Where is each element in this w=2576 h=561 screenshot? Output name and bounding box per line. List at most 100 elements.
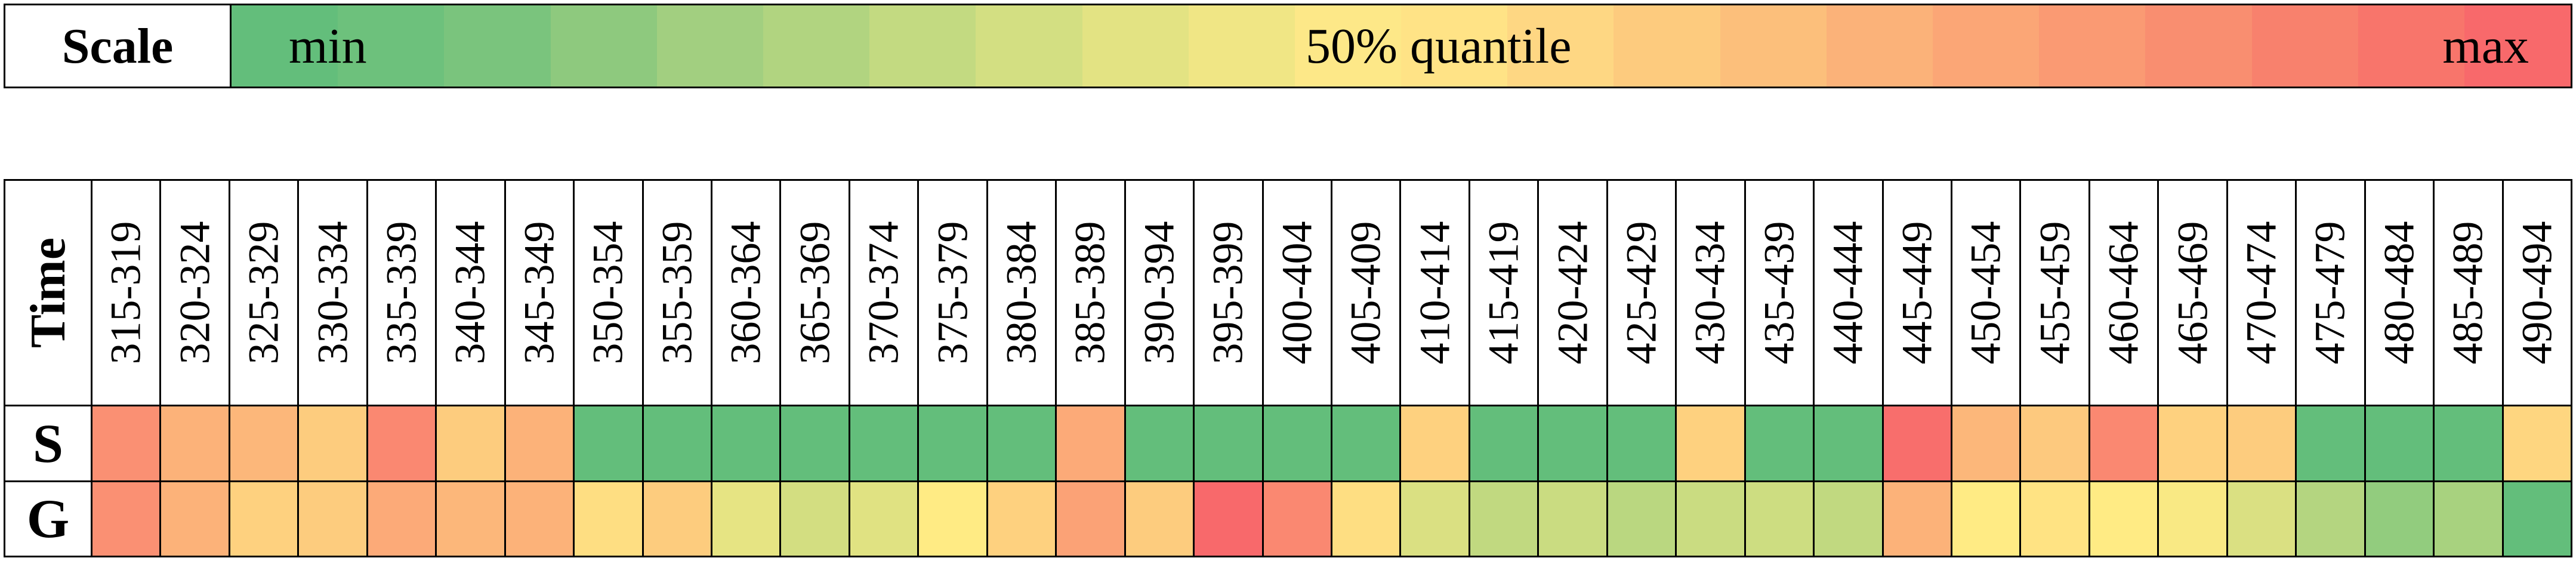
- heatmap-cell: [919, 406, 986, 480]
- x-tick-label-text: 395-399: [1204, 221, 1252, 365]
- x-tick-label: 355-359: [643, 181, 711, 405]
- heatmap-cell: [1470, 406, 1538, 480]
- x-tick-label-text: 470-474: [2237, 221, 2285, 365]
- x-tick-label: 485-489: [2435, 181, 2502, 405]
- x-tick-label: 375-379: [919, 181, 986, 405]
- heatmap-cell: [781, 482, 849, 556]
- x-tick-label-text: 325-329: [239, 221, 288, 365]
- heatmap-cell: [712, 482, 780, 556]
- heatmap-cell: [1608, 406, 1676, 480]
- x-tick-label-text: 455-459: [2031, 221, 2079, 365]
- x-tick-label: 410-414: [1401, 181, 1469, 405]
- series-label-g: G: [5, 482, 91, 556]
- heatmap-cell: [1539, 482, 1606, 556]
- x-tick-label-text: 405-409: [1341, 221, 1390, 365]
- scale-swatch-19: [2145, 5, 2252, 87]
- x-tick-label: 330-334: [299, 181, 366, 405]
- heatmap-cell: [712, 406, 780, 480]
- scale-swatch-8: [976, 5, 1082, 87]
- x-tick-label-text: 425-429: [1617, 221, 1665, 365]
- heatmap-cell: [1677, 406, 1744, 480]
- heatmap-cell: [643, 482, 711, 556]
- x-tick-label-text: 480-484: [2375, 221, 2423, 365]
- heatmap-cell: [161, 482, 229, 556]
- heatmap-cell: [2365, 482, 2433, 556]
- heatmap-cell: [643, 406, 711, 480]
- x-tick-label-text: 435-439: [1755, 221, 1803, 365]
- heatmap-cell: [2159, 406, 2226, 480]
- heatmap-cell: [1263, 482, 1331, 556]
- heatmap-cell: [1539, 406, 1606, 480]
- x-tick-label: 400-404: [1263, 181, 1331, 405]
- scale-label: Scale: [5, 5, 232, 87]
- heatmap-cell: [92, 482, 160, 556]
- heatmap-cell: [1677, 482, 1744, 556]
- time-axis-title-text: Time: [20, 237, 76, 349]
- heatmap-cell: [1263, 406, 1331, 480]
- x-tick-label-text: 450-454: [1961, 221, 2010, 365]
- heatmap-cell: [505, 406, 573, 480]
- heatmap-cell: [1815, 406, 1882, 480]
- heatmap-cell: [1057, 406, 1124, 480]
- heatmap-cell: [919, 482, 986, 556]
- heatmap-cell: [1608, 482, 1676, 556]
- x-tick-label-text: 355-359: [653, 221, 701, 365]
- x-tick-label-text: 415-419: [1479, 221, 1528, 365]
- heatmap-cell: [2228, 482, 2296, 556]
- heatmap-cell: [988, 482, 1056, 556]
- scale-swatch-1: [232, 5, 338, 87]
- x-tick-label-text: 340-344: [446, 221, 494, 365]
- x-tick-label: 405-409: [1332, 181, 1400, 405]
- time-axis-title: Time: [5, 181, 91, 405]
- scale-swatch-11: [1294, 5, 1402, 87]
- x-tick-label-text: 370-374: [859, 221, 908, 365]
- scale-swatch-4: [550, 5, 657, 87]
- x-tick-label: 465-469: [2159, 181, 2226, 405]
- heatmap-cell: [2435, 482, 2502, 556]
- heatmap-cell: [1125, 406, 1193, 480]
- x-tick-label: 440-444: [1815, 181, 1882, 405]
- heatmap-cell: [575, 482, 642, 556]
- scale-swatch-9: [1082, 5, 1189, 87]
- heatmap-cell: [2090, 406, 2158, 480]
- series-label-s: S: [5, 406, 91, 480]
- heatmap-cell: [230, 406, 298, 480]
- x-tick-label: 385-389: [1057, 181, 1124, 405]
- x-tick-label-text: 335-339: [377, 221, 425, 365]
- x-tick-label-text: 380-384: [997, 221, 1045, 365]
- x-tick-label: 350-354: [575, 181, 642, 405]
- x-tick-label: 430-434: [1677, 181, 1744, 405]
- x-tick-label-text: 440-444: [1824, 221, 1872, 365]
- color-scale-legend: Scale min 50% quantile max: [4, 4, 2572, 88]
- heatmap-cell: [1883, 406, 1951, 480]
- x-tick-label-text: 330-334: [308, 221, 357, 365]
- scale-mid-label: 50% quantile: [1306, 18, 1572, 74]
- x-tick-label-text: 420-424: [1548, 221, 1597, 365]
- x-tick-label: 460-464: [2090, 181, 2158, 405]
- heatmap-cell: [299, 406, 366, 480]
- x-tick-label-text: 385-389: [1066, 221, 1114, 365]
- x-tick-label: 390-394: [1125, 181, 1193, 405]
- heatmap-cell: [1815, 482, 1882, 556]
- x-tick-label-text: 400-404: [1273, 221, 1321, 365]
- heatmap-cell: [2159, 482, 2226, 556]
- heatmap-cell: [437, 482, 504, 556]
- x-tick-label-text: 360-364: [721, 221, 770, 365]
- scale-swatch-7: [869, 5, 976, 87]
- heatmap-cell: [575, 406, 642, 480]
- heatmap-cell: [92, 406, 160, 480]
- heatmap-cell: [1470, 482, 1538, 556]
- scale-swatch-12: [1401, 5, 1508, 87]
- x-tick-label: 320-324: [161, 181, 229, 405]
- x-tick-label-text: 365-369: [791, 221, 839, 365]
- heatmap-cell: [1401, 406, 1469, 480]
- x-tick-label: 365-369: [781, 181, 849, 405]
- heatmap-cell: [2435, 406, 2502, 480]
- x-tick-label: 480-484: [2365, 181, 2433, 405]
- x-tick-label-text: 375-379: [928, 221, 977, 365]
- x-tick-label: 345-349: [505, 181, 573, 405]
- heatmap-cell: [2365, 406, 2433, 480]
- x-tick-label: 315-319: [92, 181, 160, 405]
- x-tick-label-text: 430-434: [1686, 221, 1734, 365]
- heatmap-cell: [988, 406, 1056, 480]
